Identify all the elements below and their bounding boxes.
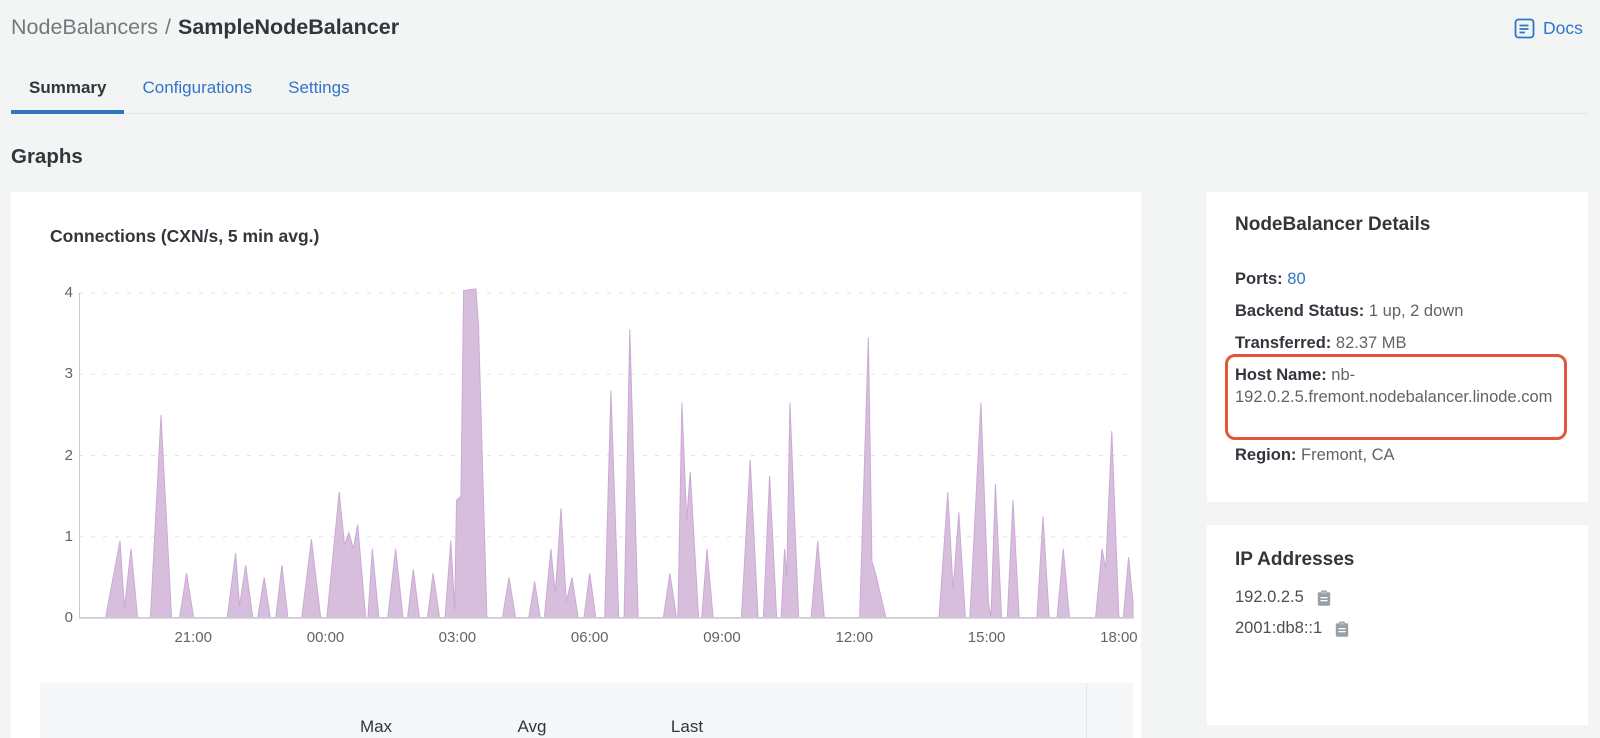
x-tick-label: 15:00 <box>967 629 1006 646</box>
stats-header-max: Max <box>359 717 393 736</box>
tab-configurations[interactable]: Configurations <box>142 78 253 97</box>
ip-row-ipv6: 2001:db8::1 <box>1235 619 1349 638</box>
stats-header-last: Last <box>670 717 704 736</box>
breadcrumb: NodeBalancers / SampleNodeBalancer <box>11 15 399 40</box>
docs-icon <box>1514 18 1535 39</box>
backend-status-label: Backend Status: <box>1235 302 1365 320</box>
clipboard-icon <box>1335 621 1349 637</box>
tab-summary[interactable]: Summary <box>11 70 125 114</box>
breadcrumb-current: SampleNodeBalancer <box>178 15 400 39</box>
host-name-highlight-box <box>1225 354 1567 440</box>
x-tick-label: 12:00 <box>835 629 874 646</box>
host-name-label: Host Name: <box>1235 366 1327 384</box>
y-tick-label: 3 <box>64 365 73 383</box>
ip-row-ipv4: 192.0.2.5 <box>1235 588 1331 607</box>
x-tick-label: 06:00 <box>570 629 609 646</box>
transferred-label: Transferred: <box>1235 334 1332 352</box>
ip-addresses-panel: IP Addresses 192.0.2.5 2001:db8::1 <box>1207 525 1588 725</box>
page-title: Graphs <box>11 145 83 168</box>
stats-header-divider <box>1086 683 1087 738</box>
stats-header-avg: Avg <box>517 717 547 736</box>
y-tick-label: 1 <box>64 527 73 545</box>
docs-link-label: Docs <box>1543 18 1583 38</box>
x-tick-label: 18:00 <box>1100 629 1138 646</box>
breadcrumb-separator: / <box>165 15 171 39</box>
y-tick-label: 0 <box>64 609 73 626</box>
detail-row-region: Region: Fremont, CA <box>1235 444 1565 466</box>
detail-row-transferred: Transferred: 82.37 MB <box>1235 332 1565 354</box>
ports-label: Ports: <box>1235 270 1283 288</box>
tab-bar: Summary Configurations Settings <box>11 70 1588 114</box>
detail-row-ports: Ports: 80 <box>1235 268 1565 290</box>
copy-ipv6-button[interactable] <box>1335 621 1349 637</box>
transferred-value: 82.37 MB <box>1335 334 1407 352</box>
detail-row-host-name: Host Name: nb-192.0.2.5.fremont.nodebala… <box>1235 364 1565 408</box>
x-tick-label: 03:00 <box>438 629 477 646</box>
y-tick-label: 4 <box>64 284 73 301</box>
connections-chart-card: Connections (CXN/s, 5 min avg.) 0 1 2 3 4 21… <box>11 192 1141 738</box>
connections-chart <box>79 288 1134 619</box>
y-tick-label: 2 <box>64 446 73 464</box>
ports-value-link[interactable]: 80 <box>1287 270 1306 288</box>
stats-table-header: Max Avg Last <box>40 683 1133 738</box>
x-axis-labels: 21:00 00:00 03:00 06:00 09:00 12:00 15:00 18:00 <box>79 629 1137 649</box>
region-label: Region: <box>1235 446 1297 464</box>
chart-title: Connections (CXN/s, 5 min avg.) <box>50 226 320 246</box>
x-tick-label: 21:00 <box>174 629 212 646</box>
docs-link[interactable]: Docs <box>1514 18 1583 39</box>
copy-ipv4-button[interactable] <box>1317 590 1331 606</box>
backend-status-value: 1 up, 2 down <box>1368 302 1464 320</box>
host-name-value: nb-192.0.2.5.fremont.nodebalancer.linode… <box>1235 366 1553 406</box>
region-value: Fremont, CA <box>1301 446 1395 464</box>
ipv6-address: 2001:db8::1 <box>1235 619 1323 637</box>
ipv4-address: 192.0.2.5 <box>1235 588 1304 606</box>
ip-panel-title: IP Addresses <box>1235 549 1355 570</box>
x-tick-label: 00:00 <box>306 629 345 646</box>
detail-row-backend-status: Backend Status: 1 up, 2 down <box>1235 300 1565 322</box>
chart-svg <box>79 288 1134 619</box>
tab-settings[interactable]: Settings <box>288 78 350 97</box>
y-axis-labels: 0 1 2 3 4 <box>39 284 73 626</box>
details-panel-title: NodeBalancer Details <box>1235 214 1431 235</box>
x-tick-label: 09:00 <box>703 629 741 646</box>
clipboard-icon <box>1317 590 1331 606</box>
nodebalancer-details-panel: NodeBalancer Details Ports: 80 Backend S… <box>1207 192 1588 502</box>
breadcrumb-parent-link[interactable]: NodeBalancers <box>11 15 159 39</box>
